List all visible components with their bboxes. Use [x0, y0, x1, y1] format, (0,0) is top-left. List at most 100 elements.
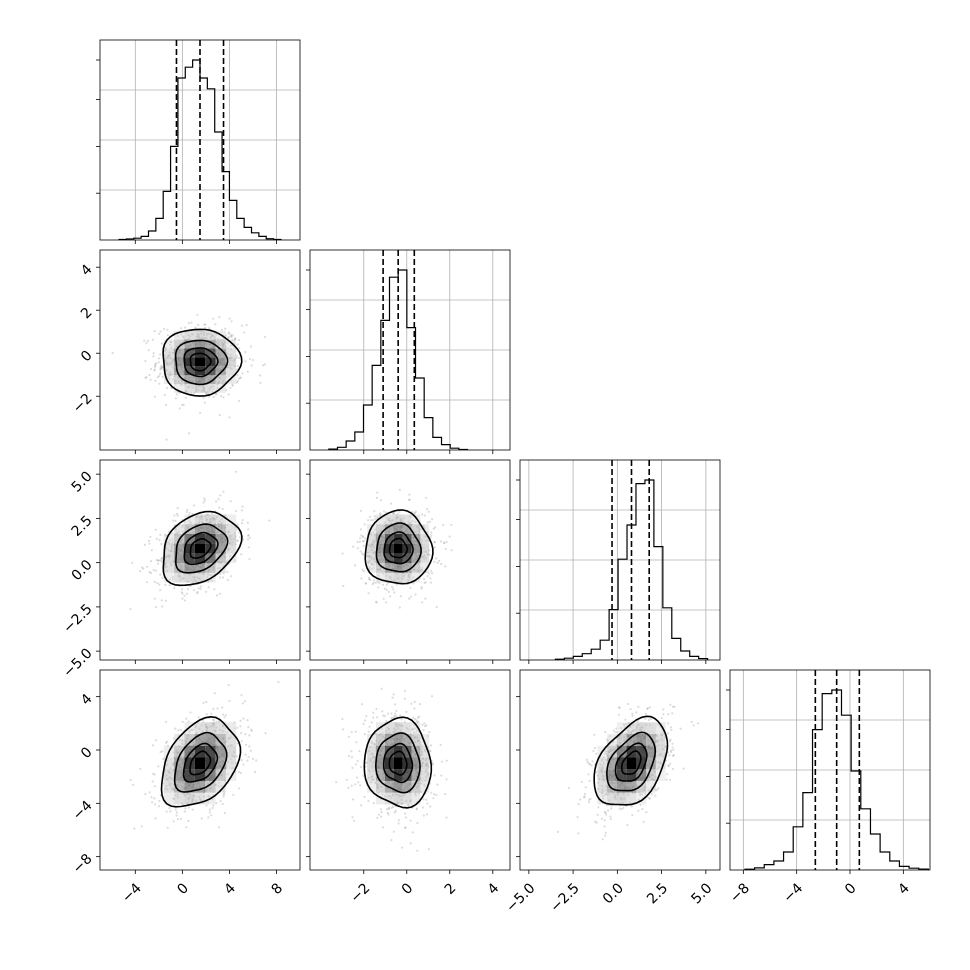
sample-point: [229, 344, 232, 347]
sample-point: [172, 378, 175, 381]
density-cell: [174, 524, 185, 534]
sample-point: [224, 714, 227, 717]
contour-line: [388, 537, 408, 559]
density-cell: [597, 769, 608, 781]
sample-point: [172, 366, 175, 369]
sample-point: [166, 355, 169, 358]
sample-point: [376, 491, 379, 494]
sample-point: [238, 531, 241, 534]
sample-point: [187, 432, 191, 435]
sample-point: [201, 729, 204, 732]
sample-point: [607, 809, 610, 812]
sample-point: [204, 392, 207, 395]
sample-point: [151, 744, 155, 747]
sample-point: [175, 393, 178, 396]
sample-point: [247, 528, 250, 531]
sample-point: [361, 568, 364, 571]
sample-point: [603, 825, 606, 828]
sample-point: [389, 519, 392, 523]
x-tick-label: 4: [221, 880, 239, 898]
sample-point: [371, 563, 374, 566]
sample-point: [242, 763, 245, 766]
sample-point: [241, 519, 244, 522]
sample-point: [237, 339, 240, 342]
sample-point: [420, 570, 423, 573]
sample-point: [184, 807, 187, 810]
density-cell: [184, 330, 195, 340]
sample-point: [431, 572, 434, 575]
sample-point: [654, 794, 657, 797]
sample-point: [359, 784, 362, 787]
sample-point: [231, 383, 234, 386]
density-cell: [163, 563, 175, 573]
sample-point: [210, 814, 213, 817]
sample-point: [153, 395, 156, 398]
sample-point: [667, 713, 670, 716]
sample-point: [364, 582, 367, 585]
sample-point: [433, 546, 436, 549]
density-cell: [215, 553, 226, 564]
sample-point: [450, 523, 453, 526]
sample-point: [206, 576, 209, 579]
density-cell: [367, 543, 376, 554]
sample-point: [159, 353, 162, 356]
sample-point: [430, 791, 433, 794]
sample-point: [604, 834, 607, 837]
sample-point: [188, 522, 191, 525]
sample-point: [391, 519, 395, 522]
sample-point: [352, 798, 355, 801]
sample-point: [226, 523, 229, 526]
sample-point: [645, 811, 648, 814]
sample-point: [224, 334, 227, 337]
sample-point: [368, 556, 371, 559]
sample-point: [227, 332, 230, 335]
sample-point: [411, 831, 414, 834]
sample-point: [368, 576, 371, 579]
contour-line: [364, 509, 434, 585]
sample-point: [159, 559, 162, 562]
sample-point: [368, 555, 371, 558]
sample-point: [237, 377, 240, 380]
sample-point: [362, 722, 365, 726]
sample-point: [204, 590, 208, 593]
sample-point: [375, 707, 378, 711]
sample-point: [235, 528, 238, 531]
sample-point: [166, 826, 169, 829]
density-cell: [205, 514, 216, 525]
sample-point: [172, 737, 175, 740]
sample-point: [176, 531, 179, 535]
sample-point: [153, 580, 156, 584]
sample-point: [144, 360, 147, 363]
y-tick-label: 2.5: [69, 513, 96, 540]
sample-point: [159, 330, 162, 333]
sample-point: [153, 369, 156, 372]
sample-point: [226, 347, 229, 350]
sample-point: [230, 575, 233, 578]
sample-point: [204, 327, 207, 330]
sample-point: [423, 554, 426, 557]
density-cell: [205, 375, 216, 385]
sample-point: [152, 355, 155, 358]
sample-point: [440, 774, 443, 777]
sample-point: [407, 574, 410, 577]
sample-point: [433, 541, 436, 544]
sample-point: [164, 599, 167, 602]
sample-point: [165, 740, 169, 743]
sample-point: [375, 601, 378, 604]
sample-point: [161, 576, 164, 580]
sample-point: [165, 720, 168, 724]
sample-point: [145, 581, 148, 584]
sample-point: [363, 719, 367, 722]
sample-point: [171, 532, 174, 535]
x-tick-label: 0: [174, 880, 192, 898]
sample-point: [171, 575, 174, 579]
sample-point: [163, 349, 167, 352]
sample-point: [428, 520, 432, 523]
sample-point: [408, 498, 411, 501]
sample-point: [368, 568, 371, 571]
sample-point: [400, 846, 404, 849]
sample-point: [430, 695, 434, 698]
sample-point: [154, 803, 157, 806]
sample-point: [248, 558, 251, 561]
sample-point: [644, 712, 647, 715]
